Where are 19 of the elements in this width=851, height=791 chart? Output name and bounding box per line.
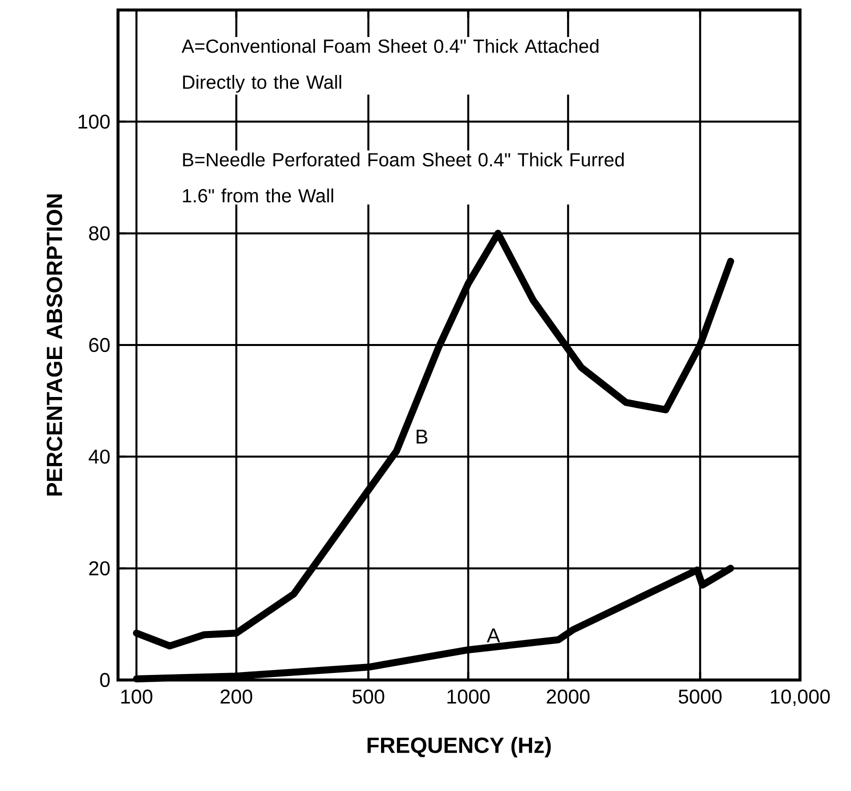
series-label: A <box>486 628 500 642</box>
x-tick-label: 500 <box>352 690 384 704</box>
x-tick-label: 100 <box>121 690 152 704</box>
y-tick-label: 0 <box>100 672 110 688</box>
x-tick-label: 200 <box>220 690 252 704</box>
y-tick-label: 20 <box>89 561 110 576</box>
annotation: B=Needle Perforated Foam Sheet 0.4" Thick Furred 1.6" from the Wall <box>183 152 624 202</box>
x-tick-label: 1000 <box>448 690 490 704</box>
y-axis-title: PERCENTAGE ABSORPTION <box>46 194 62 496</box>
x-tick-label: 5000 <box>678 690 722 704</box>
x-axis-title: FREQUENCY (Hz) <box>368 736 551 758</box>
y-tick-label: 40 <box>88 450 110 464</box>
x-tick-label: 2000 <box>546 690 590 704</box>
y-tick-label: 60 <box>89 338 110 352</box>
series-label: B <box>416 430 428 444</box>
annotation: A=Conventional Foam Sheet 0.4" Thick Attached Directly to the Wall <box>182 38 598 93</box>
y-tick-label: 100 <box>78 114 110 129</box>
y-tick-label: 80 <box>89 226 110 240</box>
x-tick-label: 10,000 <box>770 690 830 706</box>
